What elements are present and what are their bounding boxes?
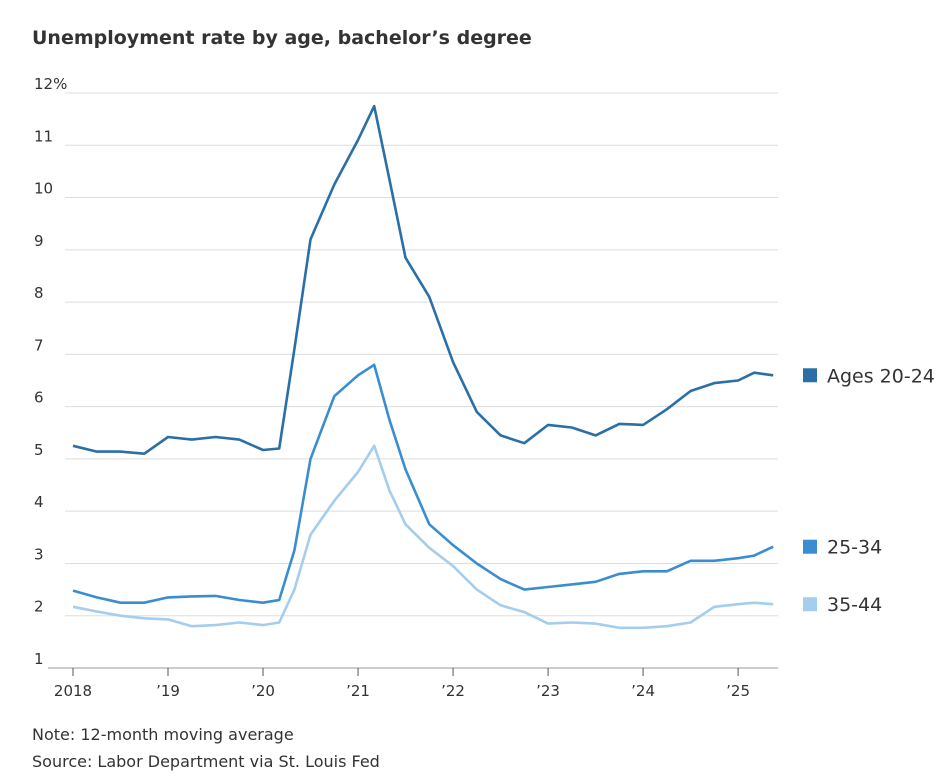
x-tick-label: ’20 [251,682,275,700]
y-tick-label: 1 [34,650,44,668]
x-tick-label: ’22 [441,682,465,700]
x-tick-label: ’21 [346,682,370,700]
line-series [72,444,774,630]
y-tick-label: 2 [34,598,44,616]
line-series [72,104,774,455]
x-tick-label: ’19 [156,682,180,700]
y-tick-label: 4 [34,493,44,511]
legend-swatch [803,597,817,612]
x-tick-label: ’23 [536,682,560,700]
y-tick-label: 6 [34,389,44,407]
y-tick-label: 3 [34,545,44,563]
note: Note: 12-month moving average [32,725,294,744]
y-tick-label: 7 [34,336,44,354]
y-tick-label: 10 [34,180,53,198]
legend-swatch [803,368,817,383]
source: Source: Labor Department via St. Louis F… [32,752,380,771]
x-tick-label: 2018 [54,682,92,700]
legend-label: 35-44 [827,594,882,616]
chart-title: Unemployment rate by age, bachelor’s deg… [32,27,532,49]
y-tick-label: 9 [34,232,44,250]
x-tick-label: ’24 [631,682,655,700]
x-tick-label: ’25 [726,682,750,700]
y-tick-label: 5 [34,441,44,459]
legend-label: Ages 20-24 [827,365,935,387]
y-tick-label: 8 [34,284,44,302]
y-tick-label: 12% [34,75,67,93]
y-tick-label: 11 [34,127,53,145]
legend-swatch [803,539,817,554]
legend-label: 25-34 [827,537,882,559]
line-series [72,363,774,604]
